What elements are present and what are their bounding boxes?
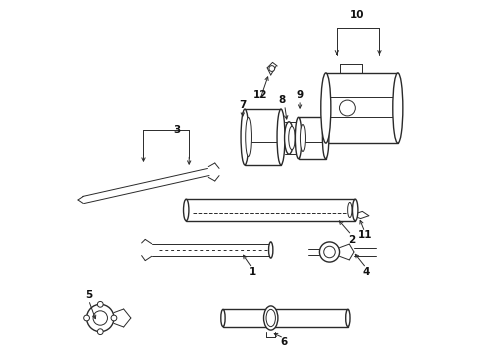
Ellipse shape [300,125,305,152]
Circle shape [98,329,103,334]
Text: 2: 2 [348,235,355,245]
Bar [326,73,398,143]
Ellipse shape [346,309,350,327]
Bar [186,199,355,221]
Circle shape [340,100,355,116]
Ellipse shape [393,73,403,143]
Circle shape [93,311,107,325]
Circle shape [84,315,90,321]
Circle shape [98,301,103,307]
Ellipse shape [352,199,358,221]
Bar [223,309,348,327]
Bar [245,109,281,165]
Ellipse shape [269,242,273,258]
Text: 12: 12 [252,90,267,100]
Circle shape [269,66,275,71]
Ellipse shape [321,73,331,143]
Text: 3: 3 [173,125,180,135]
Text: 5: 5 [85,290,92,300]
Ellipse shape [245,117,251,157]
Ellipse shape [221,309,225,327]
Text: 9: 9 [296,90,304,100]
Ellipse shape [241,109,249,165]
Circle shape [87,304,114,332]
Circle shape [111,315,117,321]
Text: 7: 7 [239,100,246,110]
Circle shape [324,246,335,258]
Ellipse shape [295,117,302,159]
Text: 4: 4 [363,267,370,277]
Ellipse shape [285,122,294,154]
Text: 1: 1 [249,267,256,277]
Text: 10: 10 [350,10,365,20]
Ellipse shape [322,117,329,159]
Ellipse shape [289,126,295,150]
Bar [298,117,326,159]
Ellipse shape [264,306,278,330]
Ellipse shape [184,199,189,221]
Ellipse shape [277,109,285,165]
Ellipse shape [266,309,275,327]
Ellipse shape [347,202,352,217]
Text: 6: 6 [280,337,288,347]
Text: 11: 11 [358,230,372,240]
Text: 8: 8 [278,95,285,105]
Circle shape [319,242,340,262]
